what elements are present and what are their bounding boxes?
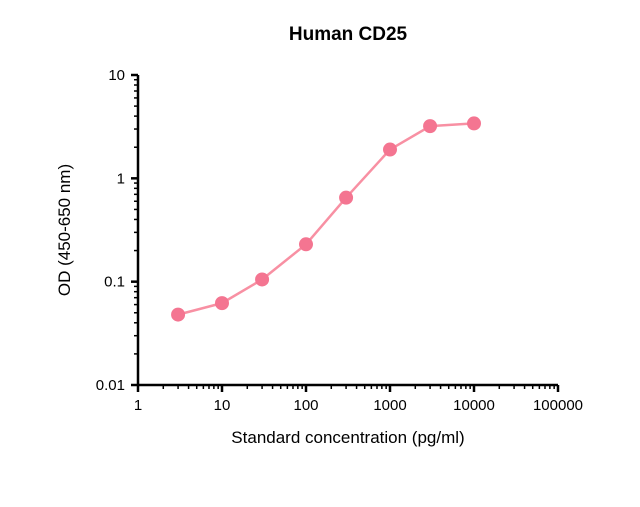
y-tick-label: 0.1 xyxy=(104,274,125,291)
data-marker xyxy=(424,120,437,133)
data-marker xyxy=(384,143,397,156)
x-tick-label: 1 xyxy=(134,397,142,414)
x-tick-label: 100000 xyxy=(533,397,583,414)
y-tick-label: 0.01 xyxy=(96,377,125,394)
y-tick-label: 10 xyxy=(108,67,125,84)
x-axis-label: Standard concentration (pg/ml) xyxy=(231,428,464,447)
data-marker xyxy=(468,117,481,130)
data-marker xyxy=(300,238,313,251)
data-marker xyxy=(172,308,185,321)
data-marker xyxy=(216,297,229,310)
data-line xyxy=(178,123,474,314)
x-tick-label: 1000 xyxy=(373,397,406,414)
chart-title: Human CD25 xyxy=(289,24,408,45)
chart-svg: Human CD25 1 10 100 1000 10000 100000 0.01 0.1 1 1… xyxy=(0,0,640,507)
data-marker xyxy=(256,273,269,286)
x-tick-label: 10000 xyxy=(453,397,495,414)
x-tick-label: 100 xyxy=(293,397,318,414)
data-marker xyxy=(340,191,353,204)
chart-container: Human CD25 1 10 100 1000 10000 100000 0.01 0.1 1 1… xyxy=(0,0,640,507)
y-axis-label: OD (450-650 nm) xyxy=(55,164,74,296)
x-tick-label: 10 xyxy=(214,397,231,414)
y-tick-label: 1 xyxy=(117,170,125,187)
